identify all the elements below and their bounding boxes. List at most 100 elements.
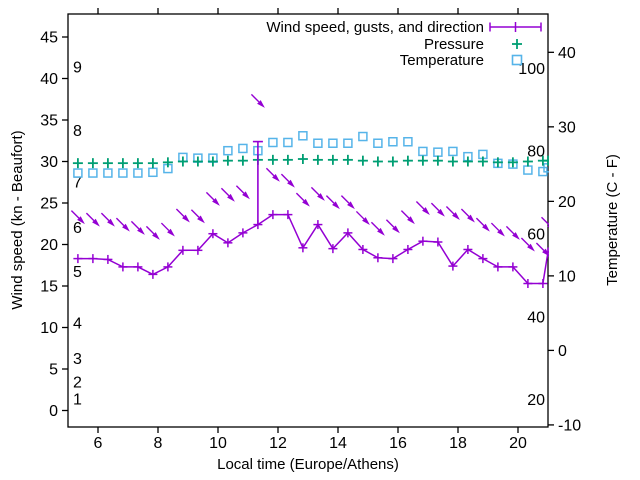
legend-errorbar-marker-icon (489, 22, 542, 32)
gust-direction-arrow-head (227, 193, 235, 202)
beaufort-label: 8 (73, 123, 82, 140)
gust-direction-arrow (340, 195, 350, 204)
temperature-marker (268, 137, 278, 148)
left-y-tick-label: 35 (40, 113, 58, 130)
temperature-marker (403, 136, 413, 147)
gust-direction-arrow (160, 222, 170, 232)
gust-direction-arrow (385, 219, 395, 228)
gust-direction-arrow-head (317, 193, 325, 201)
temperature-marker (328, 138, 338, 148)
gust-direction-arrow (205, 191, 215, 201)
temperature-marker (238, 143, 248, 154)
x-tick-label: 20 (509, 435, 527, 452)
legend-square-marker-icon (511, 54, 523, 66)
gust-direction-arrow-head (287, 179, 295, 188)
gust-direction-arrow-head (92, 218, 100, 227)
fahrenheit-label: 60 (527, 226, 545, 243)
gust-direction-arrow (70, 210, 80, 219)
temperature-marker (373, 138, 383, 148)
x-tick-label: 12 (269, 435, 287, 452)
gust-direction-arrow-head (272, 173, 280, 182)
beaufort-label: 2 (73, 374, 82, 391)
gust-direction-arrow-head (452, 212, 460, 220)
beaufort-label: 6 (73, 220, 82, 237)
temperature-marker (283, 137, 293, 148)
left-y-tick-label: 0 (49, 403, 58, 420)
gust-direction-arrow (145, 225, 155, 235)
right-y-tick-label: 0 (558, 343, 567, 360)
gust-direction-arrow-head (302, 198, 310, 207)
gust-direction-arrow (445, 205, 455, 215)
left-y-tick-label: 30 (40, 154, 58, 171)
beaufort-label: 3 (73, 351, 82, 368)
gust-direction-arrow (325, 195, 335, 204)
right-y-tick-label: 40 (558, 45, 576, 62)
fahrenheit-label: 20 (527, 392, 545, 409)
gust-direction-arrow-head (392, 225, 400, 234)
right-y-tick-label: 30 (558, 119, 576, 136)
temperature-marker (103, 168, 113, 178)
gust-direction-arrow-head (407, 216, 415, 225)
gust-direction-arrow-head (122, 223, 130, 232)
gust-direction-arrow (535, 242, 545, 251)
beaufort-label: 1 (73, 392, 82, 409)
gust-direction-arrow (355, 210, 365, 220)
beaufort-label: 5 (73, 264, 82, 281)
gust-direction-arrow-head (437, 208, 445, 217)
gust-direction-arrow (310, 186, 320, 196)
fahrenheit-label: 100 (518, 61, 545, 78)
x-tick-label: 10 (209, 435, 227, 452)
left-y-tick-label: 40 (40, 71, 58, 88)
temperature-marker (73, 168, 83, 178)
left-y-tick-label: 45 (40, 30, 58, 47)
left-y-axis-title: Wind speed (kn - Beaufort) (9, 130, 26, 309)
gust-direction-arrow-head (512, 232, 520, 240)
left-y-tick-label: 15 (40, 279, 58, 296)
gust-direction-arrow-head (332, 201, 340, 210)
temperature-marker (343, 138, 353, 148)
gust-direction-arrow-head (497, 228, 505, 237)
gust-direction-arrow-head (527, 243, 535, 252)
gust-direction-arrow (115, 217, 125, 227)
left-y-tick-label: 5 (49, 362, 58, 379)
legend-label-pressure: Pressure (424, 36, 484, 53)
gust-direction-arrow (190, 209, 200, 218)
x-axis-title: Local time (Europe/Athens) (217, 456, 399, 473)
gust-direction-arrow-head (77, 216, 85, 225)
gust-direction-arrow-head (152, 232, 160, 240)
gust-direction-arrow-head (107, 218, 115, 227)
left-y-tick-label: 25 (40, 196, 58, 213)
temperature-marker (358, 131, 368, 142)
gust-direction-arrow (430, 202, 440, 212)
fahrenheit-label: 80 (527, 144, 545, 161)
gust-direction-arrow-head (482, 223, 490, 232)
gust-direction-arrow (460, 208, 470, 217)
beaufort-label: 4 (73, 315, 82, 332)
temperature-marker (388, 136, 398, 147)
gust-direction-arrow-head (377, 227, 385, 236)
temperature-marker (448, 146, 458, 157)
gust-direction-arrow-head (167, 228, 175, 237)
axes: 6 8 10 12 14 16 18 20051015202530354045-1001020… (40, 8, 581, 452)
gust-direction-arrow (85, 212, 95, 222)
gust-direction-arrow (490, 222, 500, 232)
x-tick-label: 18 (449, 435, 467, 452)
beaufort-label: 9 (73, 60, 82, 77)
temperature-marker (148, 167, 158, 178)
legend-label-wind: Wind speed, gusts, and direction (266, 19, 484, 36)
gust-direction-arrow-head (257, 100, 265, 108)
x-tick-label: 6 (94, 435, 103, 452)
left-y-tick-label: 20 (40, 237, 58, 254)
gust-direction-arrow-head (362, 217, 370, 225)
plot-frame (67, 13, 549, 428)
gust-direction-arrow-head (137, 227, 145, 235)
gust-direction-arrow (100, 212, 110, 222)
temperature-marker (88, 168, 98, 178)
gust-direction-arrow-head (182, 214, 190, 223)
gust-direction-arrow-head (347, 201, 355, 210)
x-tick-label: 8 (154, 435, 163, 452)
gust-direction-arrow (280, 173, 290, 183)
